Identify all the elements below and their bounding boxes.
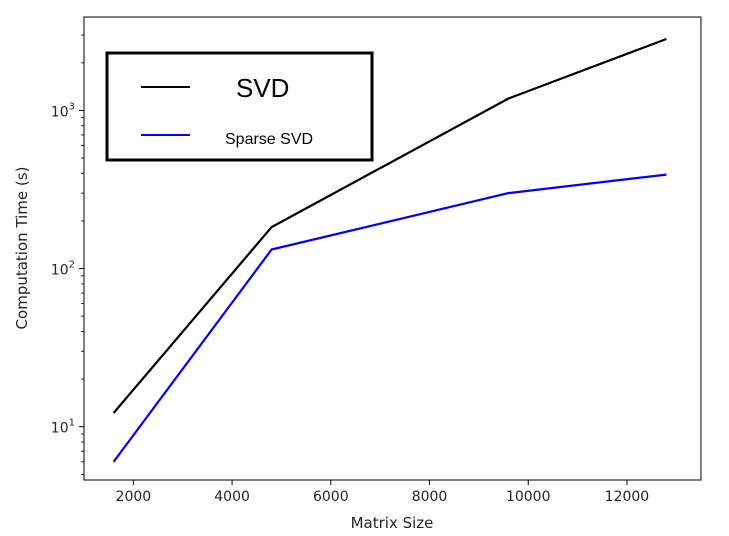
legend-label-sparse-svd: Sparse SVD	[225, 131, 313, 148]
legend-label-svd: SVD	[236, 73, 289, 103]
y-tick-label: 103	[51, 101, 75, 120]
series-line-svd	[112, 37, 667, 414]
x-tick-label: 2000	[116, 489, 152, 505]
y-tick-label: 101	[51, 418, 75, 437]
x-tick-label: 6000	[313, 489, 349, 505]
x-axis-title: Matrix Size	[351, 514, 434, 532]
x-axis: 2000 4000 6000 8000 10000 12000	[116, 480, 650, 505]
x-tick-label: 8000	[412, 489, 448, 505]
legend: SVD Sparse SVD	[105, 51, 374, 162]
y-axis-title: Computation Time (s)	[13, 167, 31, 330]
y-tick-label: 102	[51, 260, 75, 279]
x-tick-label: 10000	[506, 489, 551, 505]
series-layer	[112, 37, 667, 463]
legend-box	[105, 51, 374, 162]
y-axis: 101 102 103	[51, 34, 84, 475]
x-tick-label: 12000	[605, 489, 650, 505]
x-tick-label: 4000	[214, 489, 250, 505]
series-line-sparse-svd	[112, 173, 667, 463]
